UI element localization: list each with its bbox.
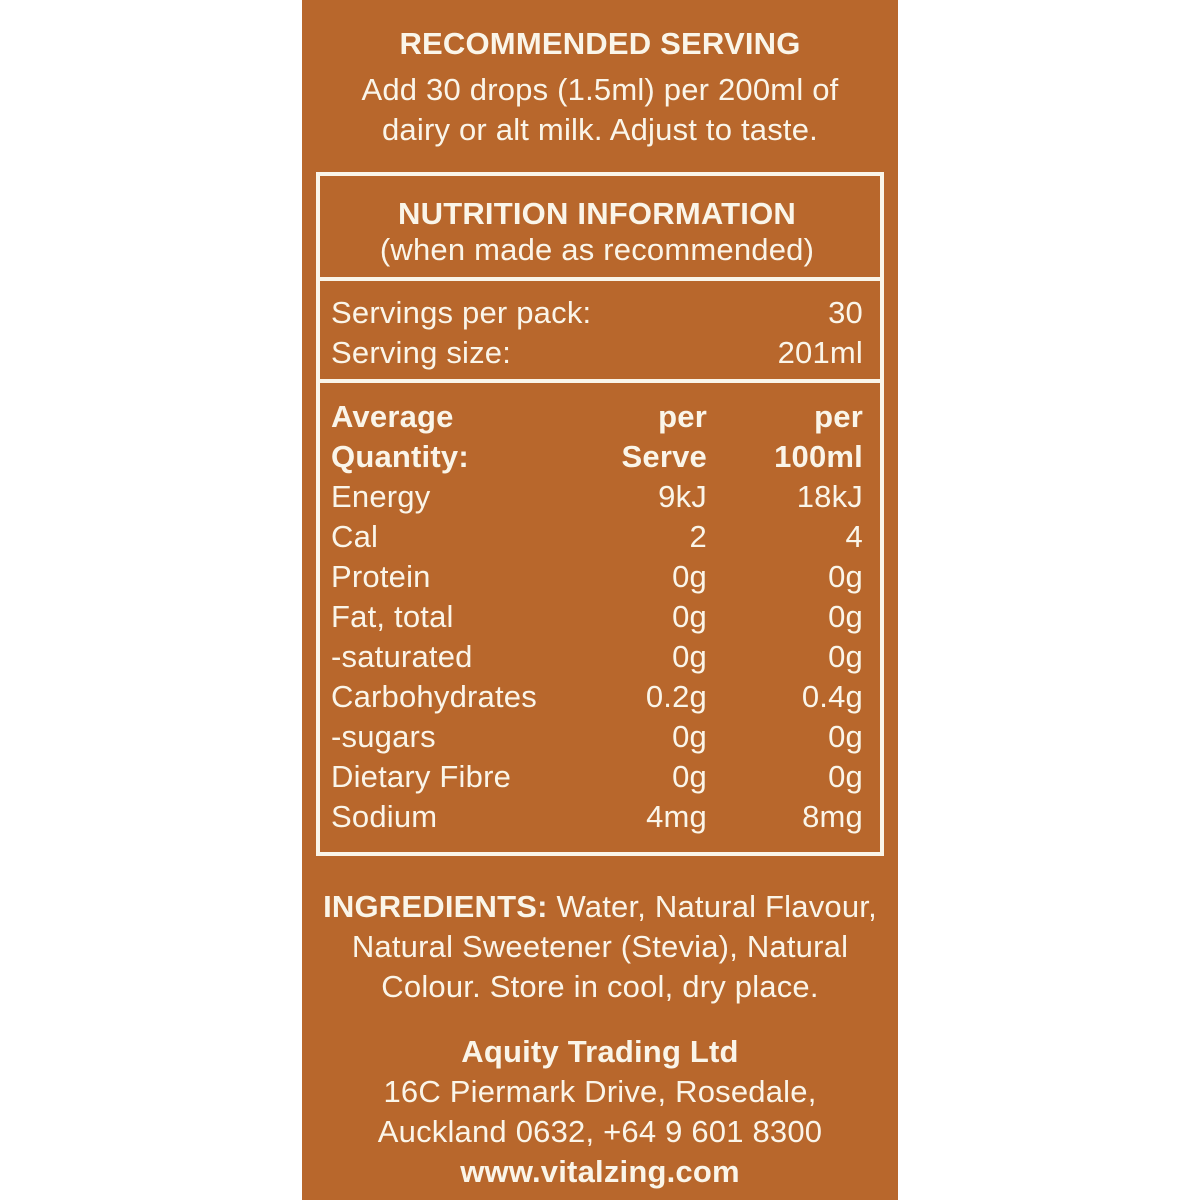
nutrition-box-header: NUTRITION INFORMATION (when made as reco… — [320, 176, 880, 281]
table-header-row-1: Average per per — [331, 397, 863, 437]
header-per-100ml-line1: per — [814, 399, 863, 434]
ingredients-line2: Natural Sweetener (Stevia), Natural — [351, 929, 849, 964]
recommended-serving-line1: Add 30 drops (1.5ml) per 200ml of — [361, 72, 839, 107]
serving-size-label: Serving size: — [331, 335, 512, 370]
row-per-100ml: 4 — [845, 519, 863, 554]
table-row-fat-total: Fat, total 0g 0g — [331, 597, 863, 637]
row-per-serve: 0g — [672, 759, 707, 794]
ingredients-line1-rest: Water, Natural Flavour, — [547, 889, 877, 924]
table-row-energy: Energy 9kJ 18kJ — [331, 477, 863, 517]
row-label: Carbohydrates — [331, 679, 537, 714]
row-label: Dietary Fibre — [331, 759, 512, 794]
row-per-100ml: 18kJ — [796, 479, 863, 514]
ingredients-line1: INGREDIENTS: Water, Natural Flavour, — [310, 887, 890, 927]
servings-section: Servings per pack: 30 Serving size: 201m… — [320, 281, 880, 383]
header-per-serve-line1: per — [658, 399, 707, 434]
table-header-row-2: Quantity: Serve 100ml — [331, 437, 863, 477]
servings-per-pack-row: Servings per pack: 30 — [331, 293, 863, 333]
ingredients-line3: Colour. Store in cool, dry place. — [381, 969, 819, 1004]
table-row-protein: Protein 0g 0g — [331, 557, 863, 597]
nutrition-information-title: NUTRITION INFORMATION — [398, 196, 796, 231]
ingredients-text: INGREDIENTS: Water, Natural Flavour, Nat… — [302, 887, 898, 1007]
table-row-sodium: Sodium 4mg 8mg — [331, 797, 863, 837]
row-per-serve: 0.2g — [645, 679, 707, 714]
servings-per-pack-value: 30 — [828, 295, 863, 330]
row-per-100ml: 0g — [828, 559, 863, 594]
serving-size-value: 201ml — [777, 335, 863, 370]
header-per-100ml-line2: 100ml — [774, 439, 863, 474]
table-row-sugars: -sugars 0g 0g — [331, 717, 863, 757]
row-per-serve: 4mg — [646, 799, 707, 834]
row-label: Cal — [331, 519, 379, 554]
table-row-carbohydrates: Carbohydrates 0.2g 0.4g — [331, 677, 863, 717]
row-per-serve: 9kJ — [658, 479, 707, 514]
ingredients-label: INGREDIENTS: — [323, 889, 548, 924]
address-line1: 16C Piermark Drive, Rosedale, — [383, 1074, 817, 1109]
table-row-dietary-fibre: Dietary Fibre 0g 0g — [331, 757, 863, 797]
row-per-100ml: 0g — [828, 599, 863, 634]
row-per-serve: 0g — [672, 559, 707, 594]
manufacturer-footer: Aquity Trading Ltd 16C Piermark Drive, R… — [302, 1032, 898, 1192]
nutrition-table: Average per per Quantity: Serve 100ml En… — [320, 383, 880, 852]
company-name: Aquity Trading Ltd — [461, 1034, 739, 1069]
website-url: www.vitalzing.com — [460, 1154, 740, 1189]
header-average: Average — [331, 399, 454, 434]
serving-size-row: Serving size: 201ml — [331, 333, 863, 373]
servings-per-pack-label: Servings per pack: — [331, 295, 592, 330]
row-per-100ml: 0g — [828, 759, 863, 794]
row-label: Fat, total — [331, 599, 454, 634]
recommended-serving-title: RECOMMENDED SERVING — [399, 26, 801, 61]
row-label: Sodium — [331, 799, 438, 834]
row-per-serve: 2 — [689, 519, 707, 554]
row-per-100ml: 0g — [828, 639, 863, 674]
nutrition-information-subtitle: (when made as recommended) — [379, 232, 815, 267]
row-per-serve: 0g — [672, 719, 707, 754]
row-per-serve: 0g — [672, 639, 707, 674]
nutrition-information-box: NUTRITION INFORMATION (when made as reco… — [316, 172, 884, 856]
header-per-serve-line2: Serve — [621, 439, 707, 474]
header-quantity: Quantity: — [331, 439, 469, 474]
row-per-100ml: 0.4g — [801, 679, 863, 714]
row-per-serve: 0g — [672, 599, 707, 634]
recommended-serving-text: Add 30 drops (1.5ml) per 200ml of dairy … — [302, 70, 898, 150]
recommended-serving-line2: dairy or alt milk. Adjust to taste. — [381, 112, 818, 147]
product-label-panel: RECOMMENDED SERVING Add 30 drops (1.5ml)… — [302, 0, 898, 1200]
row-label: Protein — [331, 559, 431, 594]
table-row-saturated: -saturated 0g 0g — [331, 637, 863, 677]
row-label: -saturated — [331, 639, 473, 674]
row-label: -sugars — [331, 719, 436, 754]
row-per-100ml: 8mg — [802, 799, 863, 834]
row-label: Energy — [331, 479, 431, 514]
address-line2: Auckland 0632, +64 9 601 8300 — [377, 1114, 823, 1149]
row-per-100ml: 0g — [828, 719, 863, 754]
table-row-cal: Cal 2 4 — [331, 517, 863, 557]
